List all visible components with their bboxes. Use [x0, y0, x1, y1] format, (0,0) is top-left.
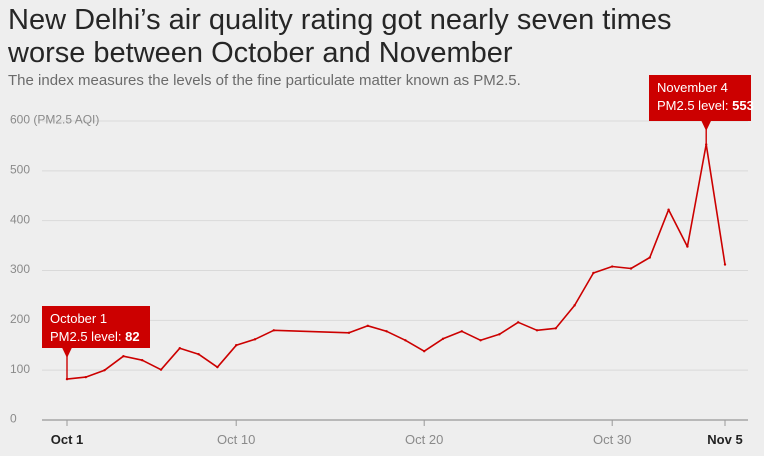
data-point — [122, 355, 125, 358]
data-point — [385, 330, 388, 333]
data-point — [216, 365, 219, 369]
data-point — [573, 304, 576, 307]
data-point — [347, 331, 351, 334]
x-tick-label: Oct 20 — [405, 432, 443, 447]
callout-pointer — [701, 120, 712, 131]
callout-pointer — [62, 347, 72, 358]
chart-title: New Delhi’s air quality rating got nearl… — [8, 4, 672, 69]
callouts: October 1 PM2.5 level: 82 November 4 PM2.5 … — [42, 75, 754, 380]
data-point — [723, 263, 727, 266]
data-point — [84, 375, 88, 379]
data-point — [159, 368, 163, 371]
x-tick-label: Nov 5 — [707, 432, 742, 447]
callout-title: October 1 — [50, 311, 107, 326]
x-axis-tick-labels: Oct 1 Oct 10 Oct 20 Oct 30 Nov 5 — [51, 432, 743, 447]
callout-title: November 4 — [657, 80, 728, 95]
x-tick-label: Oct 1 — [51, 432, 84, 447]
y-tick-label: 400 — [10, 212, 30, 226]
callout-value-label: PM2.5 level: — [50, 329, 125, 344]
y-tick-label: 300 — [10, 262, 30, 276]
data-point — [404, 339, 407, 342]
callout-box — [42, 306, 150, 348]
data-point — [103, 368, 106, 372]
data-point — [686, 245, 689, 248]
data-point — [441, 337, 445, 340]
callout-november-4: November 4 PM2.5 level: 553 — [649, 75, 754, 145]
callout-box — [649, 75, 751, 121]
data-point — [535, 329, 539, 332]
y-tick-label: 200 — [10, 312, 30, 326]
data-point — [178, 347, 181, 350]
x-tick-label: Oct 30 — [593, 432, 631, 447]
data-point — [554, 327, 557, 330]
callout-value-label: PM2.5 level: — [657, 98, 732, 113]
data-point — [517, 321, 520, 324]
data-point — [423, 350, 426, 353]
data-point — [479, 339, 482, 342]
data-point — [253, 338, 257, 341]
data-point — [197, 353, 200, 356]
y-tick-label: 600 (PM2.5 AQI) — [10, 113, 99, 127]
y-tick-label: 500 — [10, 163, 30, 177]
y-tick-label: 100 — [10, 362, 30, 376]
data-point — [592, 271, 595, 275]
data-point — [667, 208, 670, 211]
grid-lines — [42, 120, 748, 426]
callout-value-number: 82 — [125, 329, 139, 344]
data-point — [460, 330, 463, 333]
callout-value-line: PM2.5 level: 82 — [50, 329, 140, 344]
data-point — [235, 344, 238, 347]
callout-value-line: PM2.5 level: 553 — [657, 98, 754, 113]
data-point — [629, 267, 633, 270]
y-tick-label: 0 — [10, 412, 17, 426]
data-point — [272, 329, 275, 332]
x-tick-label: Oct 10 — [217, 432, 255, 447]
data-point — [366, 324, 369, 328]
callout-october-1: October 1 PM2.5 level: 82 — [42, 306, 150, 380]
data-point — [141, 359, 144, 362]
chart-subtitle: The index measures the levels of the fin… — [8, 72, 521, 89]
series-line-pm25 — [66, 143, 726, 380]
data-point — [648, 256, 651, 259]
y-axis-tick-labels: 0 100 200 300 400 500 600 (PM2.5 AQI) — [10, 113, 99, 426]
callout-value-number: 553 — [732, 98, 754, 113]
data-point — [611, 265, 614, 268]
data-point — [498, 333, 501, 336]
data-series — [65, 143, 727, 381]
